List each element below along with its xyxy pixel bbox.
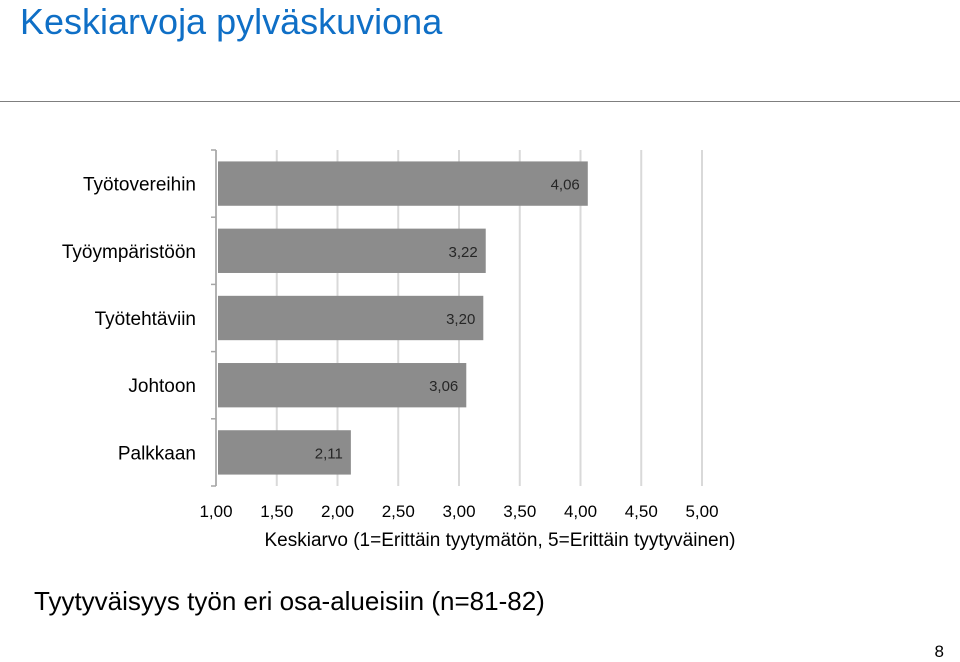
category-label: Työtovereihin — [83, 175, 196, 196]
x-tick-label: 2,00 — [321, 502, 354, 521]
bar-chart-svg: Työtovereihin Työympäristöön Työtehtäviin J… — [62, 149, 736, 551]
bar-value-label: 2,11 — [315, 445, 343, 462]
category-label: Työtehtäviin — [95, 309, 196, 330]
slide-title: Keskiarvoja pylväskuviona — [20, 1, 443, 42]
bar — [218, 430, 351, 475]
bars — [218, 161, 588, 475]
category-label: Palkkaan — [118, 443, 196, 464]
x-tick-label: 3,50 — [503, 502, 536, 521]
bar-chart: Työtovereihin Työympäristöön Työtehtäviin J… — [62, 149, 736, 551]
x-tick-labels: 1,00 1,50 2,00 2,50 3,00 3,50 4,00 4,50 5,00 — [199, 502, 718, 521]
bar — [218, 228, 486, 273]
category-label: Työympäristöön — [62, 242, 196, 263]
value-labels: 4,06 3,22 3,20 3,06 2,11 — [315, 177, 580, 463]
x-tick-label: 1,00 — [199, 502, 232, 521]
x-axis-title: Keskiarvo (1=Erittäin tyytymätön, 5=Erit… — [265, 530, 736, 551]
footer-caption: Tyytyväisyys työn eri osa-alueisiin (n=8… — [34, 586, 545, 616]
bar — [218, 161, 588, 206]
bar-value-label: 3,22 — [449, 244, 478, 261]
x-tick-label: 2,50 — [382, 502, 415, 521]
x-tick-label: 4,00 — [564, 502, 597, 521]
page-number: 8 — [934, 642, 944, 661]
category-labels: Työtovereihin Työympäristöön Työtehtäviin J… — [62, 175, 196, 465]
x-tick-label: 3,00 — [442, 502, 475, 521]
x-tick-label: 5,00 — [685, 502, 718, 521]
bar-value-label: 3,06 — [429, 378, 458, 395]
category-label: Johtoon — [128, 376, 196, 397]
bar — [218, 295, 484, 341]
title-divider — [0, 101, 960, 102]
bar — [218, 363, 467, 408]
bar-value-label: 3,20 — [446, 311, 475, 328]
bar-value-label: 4,06 — [551, 177, 580, 194]
x-tick-label: 1,50 — [260, 502, 293, 521]
category-axis — [211, 149, 217, 487]
x-tick-label: 4,50 — [625, 502, 658, 521]
